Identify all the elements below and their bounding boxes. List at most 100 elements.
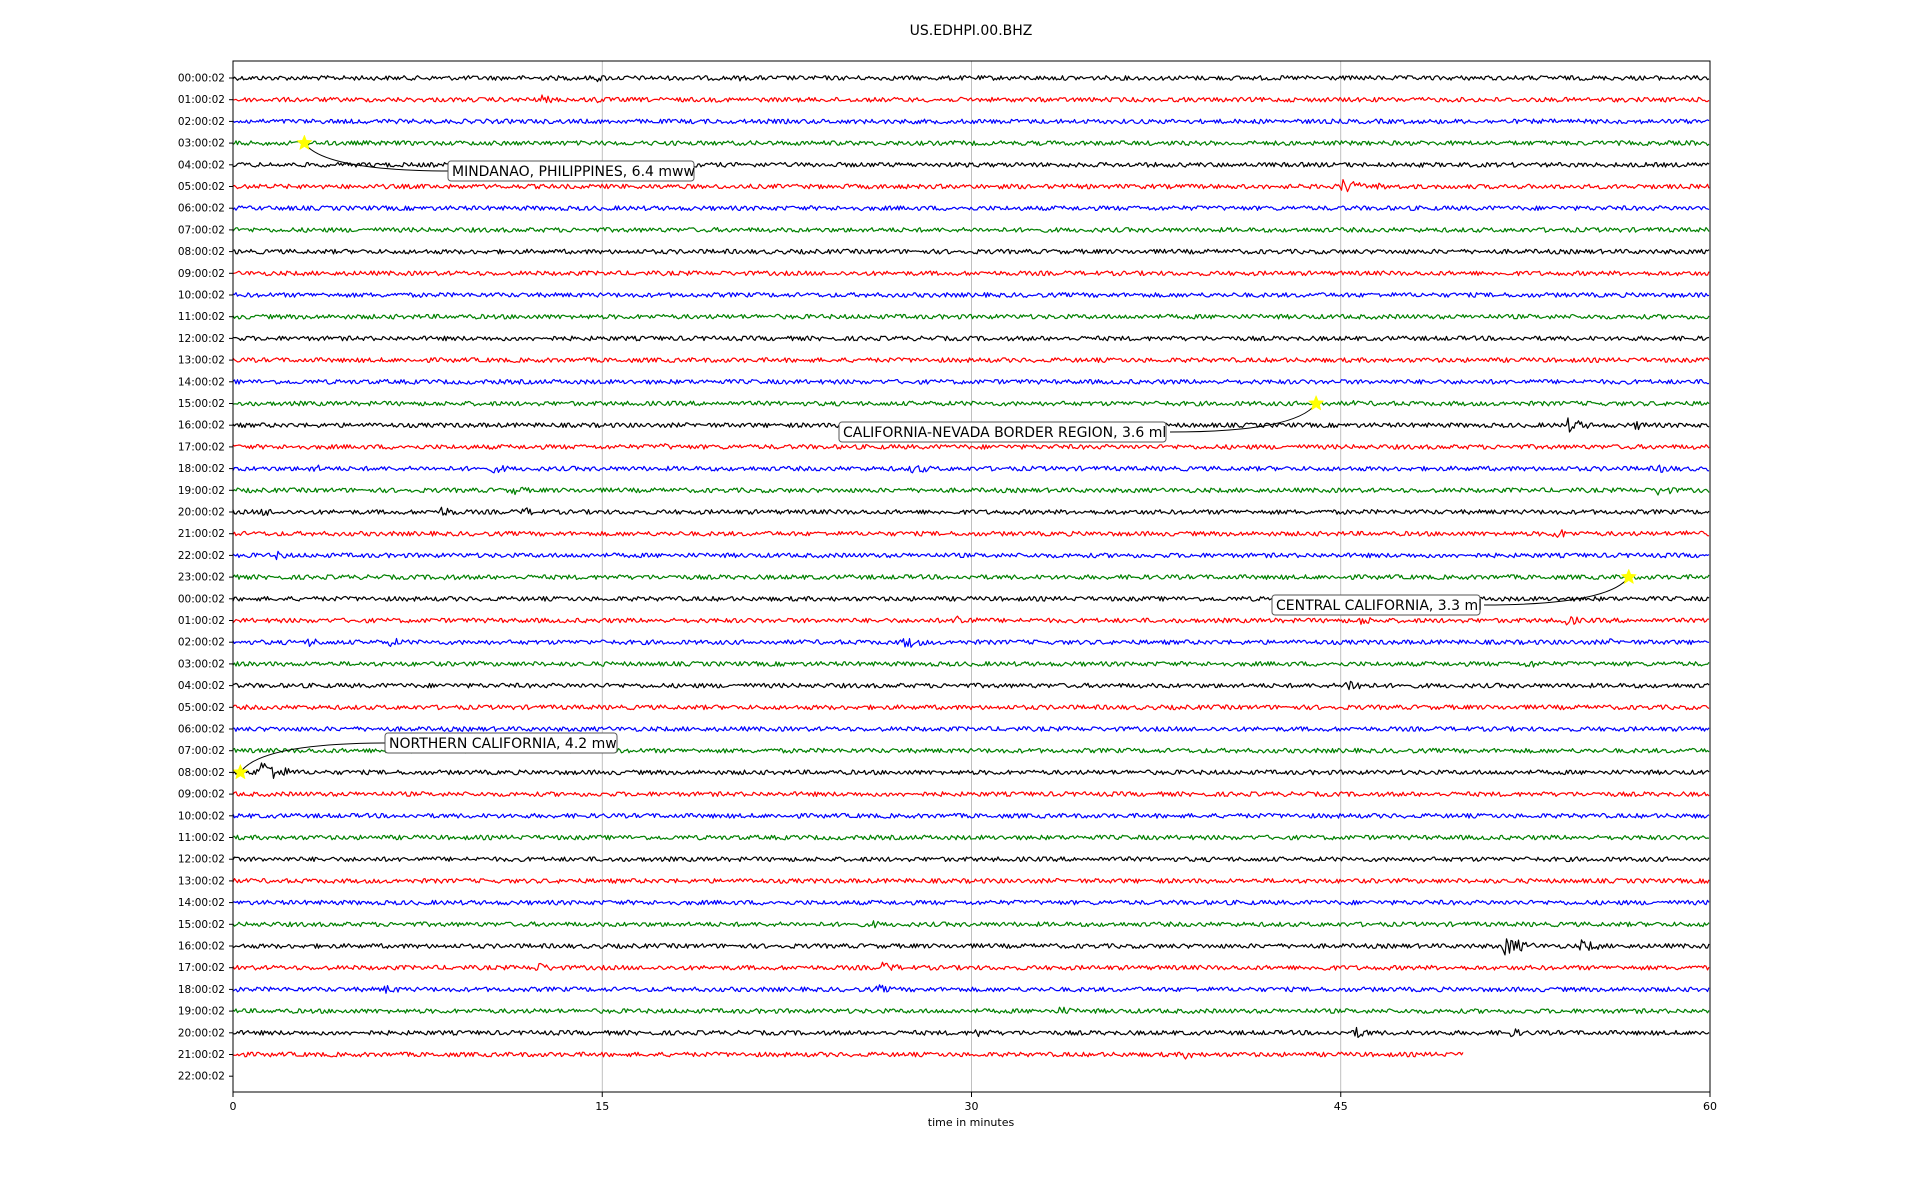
row-time-label: 18:00:02 xyxy=(178,463,225,475)
row-time-label: 04:00:02 xyxy=(178,680,225,692)
event-star-icon xyxy=(1620,568,1638,585)
row-time-label: 20:00:02 xyxy=(178,507,225,519)
seismic-trace xyxy=(232,506,1710,516)
event-label-box xyxy=(1271,594,1481,616)
seismic-trace xyxy=(232,660,1710,668)
event-annotations: MINDANAO, PHILIPPINES, 6.4 mww CALIFORNIA… xyxy=(232,134,1638,780)
row-time-label: 00:00:02 xyxy=(178,593,225,605)
seismic-trace xyxy=(232,378,1710,385)
row-time-label: 13:00:02 xyxy=(178,875,225,887)
seismic-trace xyxy=(232,726,1710,732)
event-label-box xyxy=(838,421,1167,443)
row-time-label: 23:00:02 xyxy=(178,572,225,584)
row-time-label: 07:00:02 xyxy=(178,224,225,236)
row-time-label: 17:00:02 xyxy=(178,962,225,974)
seismic-trace xyxy=(232,270,1710,277)
seismic-trace xyxy=(232,75,1710,83)
event-label: CALIFORNIA-NEVADA BORDER REGION, 3.6 ml xyxy=(843,425,1166,441)
row-time-label: 03:00:02 xyxy=(178,138,225,150)
row-time-label: 09:00:02 xyxy=(178,789,225,801)
row-time-label: 17:00:02 xyxy=(178,441,225,453)
x-axis-label: time in minutes xyxy=(928,1116,1015,1129)
row-time-label: 02:00:02 xyxy=(178,637,225,649)
seismic-trace xyxy=(232,227,1710,233)
seismic-trace xyxy=(232,856,1710,863)
row-time-label: 08:00:02 xyxy=(178,246,225,258)
row-time-label: 11:00:02 xyxy=(178,311,225,323)
event-star-icon xyxy=(296,134,313,151)
event-leader-line xyxy=(1169,403,1317,433)
seismic-trace xyxy=(232,335,1710,342)
x-tick-label: 30 xyxy=(965,1100,979,1113)
row-time-label: 04:00:02 xyxy=(178,159,225,171)
seismic-trace xyxy=(232,292,1710,298)
x-tick-label: 60 xyxy=(1703,1100,1717,1113)
event-label: MINDANAO, PHILIPPINES, 6.4 mww xyxy=(452,164,695,180)
seismic-trace xyxy=(232,704,1710,711)
row-time-label: 18:00:02 xyxy=(178,984,225,996)
event-leader-line xyxy=(239,742,390,773)
event-label-box xyxy=(447,160,695,182)
seismic-trace xyxy=(232,118,1710,125)
x-tick-label: 15 xyxy=(595,1100,609,1113)
seismic-trace xyxy=(232,984,1710,994)
seismic-trace xyxy=(232,140,1710,146)
row-time-label: 12:00:02 xyxy=(178,333,225,345)
x-axis-ticks: 0 15 30 45 60 xyxy=(230,1092,1717,1113)
row-time-label: 16:00:02 xyxy=(178,420,225,432)
seismic-trace xyxy=(232,400,1710,407)
event-leader-line xyxy=(303,142,453,172)
row-time-label: 19:00:02 xyxy=(178,1006,225,1018)
row-time-label: 02:00:02 xyxy=(178,116,225,128)
seismic-trace xyxy=(232,574,1710,581)
row-time-label: 11:00:02 xyxy=(178,832,225,844)
seismic-trace xyxy=(232,680,1710,691)
event-star-icon xyxy=(1307,394,1325,411)
seismic-trace xyxy=(232,920,1710,929)
row-time-label: 10:00:02 xyxy=(178,290,225,302)
row-time-label: 08:00:02 xyxy=(178,767,225,779)
seismic-trace xyxy=(232,94,1710,104)
seismic-trace xyxy=(232,791,1710,797)
row-time-label: 22:00:02 xyxy=(178,1071,225,1083)
seismic-trace xyxy=(232,762,1710,779)
seismic-trace xyxy=(232,179,1710,193)
seismic-trace xyxy=(232,443,1710,450)
seismic-trace xyxy=(232,595,1710,602)
seismic-trace xyxy=(232,205,1710,212)
event-leader-line xyxy=(1483,576,1630,606)
row-time-label: 05:00:02 xyxy=(178,702,225,714)
row-time-label: 21:00:02 xyxy=(178,1049,225,1061)
seismic-trace xyxy=(232,1051,1464,1060)
seismic-trace xyxy=(232,812,1710,819)
row-time-label: 03:00:02 xyxy=(178,658,225,670)
row-time-label: 09:00:02 xyxy=(178,268,225,280)
seismic-trace xyxy=(232,357,1710,363)
x-tick-label: 0 xyxy=(230,1100,237,1113)
row-time-label: 22:00:02 xyxy=(178,550,225,562)
seismic-trace xyxy=(232,637,1710,648)
seismic-trace xyxy=(232,1006,1710,1015)
row-time-label: 06:00:02 xyxy=(178,203,225,215)
event-label: NORTHERN CALIFORNIA, 4.2 mw xyxy=(389,736,617,752)
seismic-trace xyxy=(232,550,1710,561)
seismic-trace xyxy=(232,878,1710,884)
row-time-label: 06:00:02 xyxy=(178,724,225,736)
event-star-icon xyxy=(232,763,249,780)
row-time-label: 19:00:02 xyxy=(178,485,225,497)
row-time-label: 15:00:02 xyxy=(178,398,225,410)
row-time-label: 16:00:02 xyxy=(178,941,225,953)
row-time-label: 00:00:02 xyxy=(178,73,225,85)
row-time-label: 01:00:02 xyxy=(178,94,225,106)
row-time-label: 15:00:02 xyxy=(178,919,225,931)
event-label-box xyxy=(384,732,618,754)
seismic-trace xyxy=(232,1026,1710,1038)
row-time-label: 14:00:02 xyxy=(178,376,225,388)
trace-layer xyxy=(232,75,1710,1060)
row-time-label: 20:00:02 xyxy=(178,1027,225,1039)
seismic-trace xyxy=(232,529,1710,538)
seismic-trace xyxy=(232,899,1710,906)
chart-title: US.EDHPI.00.BHZ xyxy=(910,23,1033,39)
row-time-label: 01:00:02 xyxy=(178,615,225,627)
